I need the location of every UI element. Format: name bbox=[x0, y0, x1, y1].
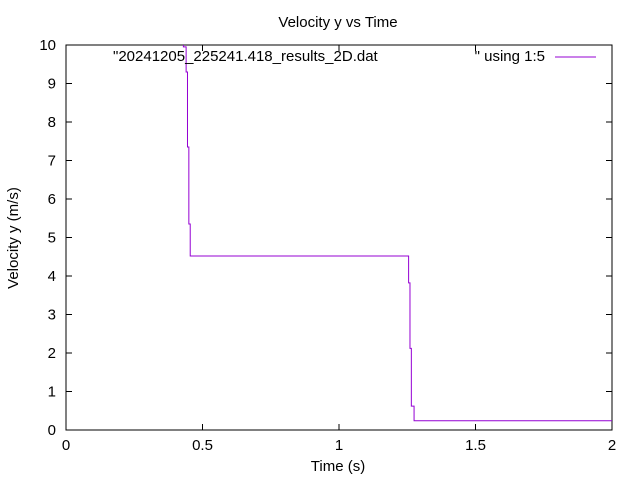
y-tick-label: 5 bbox=[48, 230, 56, 247]
series-layer bbox=[182, 45, 612, 422]
y-tick-label: 3 bbox=[48, 307, 56, 324]
x-axis: 0 0.5 1 1.5 2 bbox=[62, 45, 616, 454]
y-tick-label: 1 bbox=[48, 384, 56, 401]
x-tick-label: 1.5 bbox=[465, 437, 486, 454]
plot-frame bbox=[65, 44, 613, 431]
y-tick-label: 6 bbox=[48, 191, 56, 208]
y-tick-label: 2 bbox=[48, 345, 56, 362]
x-tick-label: 0 bbox=[62, 437, 70, 454]
y-tick-label: 7 bbox=[48, 153, 56, 170]
y-tick-label: 0 bbox=[48, 422, 56, 439]
x-axis-label: Time (s) bbox=[311, 458, 365, 475]
series-line bbox=[182, 45, 612, 422]
x-tick-label: 1 bbox=[335, 437, 343, 454]
legend: "20241205_225241.418_results_2D.dat " us… bbox=[113, 48, 596, 65]
y-tick-label: 4 bbox=[48, 268, 56, 285]
y-axis: 0 1 2 3 4 5 6 7 8 9 10 bbox=[39, 37, 612, 439]
x-tick-label: 0.5 bbox=[192, 437, 213, 454]
y-axis-label: Velocity y (m/s) bbox=[5, 187, 22, 289]
y-tick-label: 10 bbox=[39, 37, 56, 54]
legend-series-suffix: " using 1:5 bbox=[475, 48, 545, 65]
x-tick-label: 2 bbox=[608, 437, 616, 454]
legend-series-label: "20241205_225241.418_results_2D.dat bbox=[113, 48, 379, 65]
chart-title: Velocity y vs Time bbox=[278, 14, 397, 31]
y-tick-label: 8 bbox=[48, 114, 56, 131]
y-tick-label: 9 bbox=[48, 76, 56, 93]
